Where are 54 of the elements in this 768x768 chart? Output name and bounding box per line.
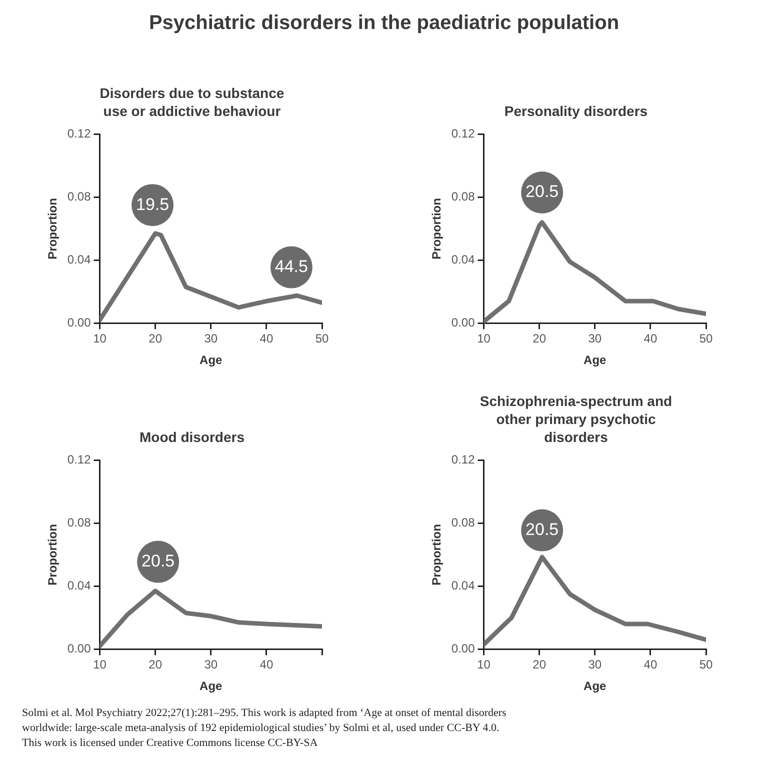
y-tick-label: 0.08	[451, 190, 476, 204]
x-axis-title: Age	[584, 353, 607, 368]
y-axis-title: Proportion	[430, 198, 444, 260]
x-tick-label: 20	[532, 332, 546, 346]
y-tick-label: 0.12	[67, 126, 92, 141]
y-axis-title: Proportion	[430, 524, 444, 586]
x-tick-label: 10	[477, 332, 491, 346]
text: Psychiatric disorders in the paediatric population	[148, 10, 620, 36]
y-axis-title: Proportion	[46, 198, 60, 260]
x-axis-title: Age	[584, 679, 607, 694]
y-tick-label: 0.12	[451, 126, 476, 141]
annotation: 19.5	[136, 194, 170, 214]
y-tick-label: 0.00	[451, 316, 476, 330]
y-tick-label: 0.08	[67, 516, 92, 530]
x-tick-label: 50	[315, 332, 329, 346]
x-axis-title: Age	[200, 679, 223, 694]
y-tick-label: 0.08	[451, 516, 476, 530]
x-tick-label: 20	[148, 332, 162, 346]
x-tick-label: 40	[644, 658, 658, 672]
y-tick-label: 0.04	[451, 578, 476, 593]
annotation: 20.5	[526, 520, 559, 539]
x-tick-label: 30	[204, 332, 218, 346]
x-tick-label: 30	[588, 332, 602, 346]
y-axis-title: Proportion	[46, 524, 60, 586]
x-tick-label: 40	[260, 332, 274, 346]
x-tick-label: 10	[477, 658, 491, 672]
x-tick-label: 20	[148, 658, 162, 672]
x-tick-label: 50	[699, 332, 713, 346]
y-tick-label: 0.04	[67, 578, 92, 593]
x-tick-label: 30	[588, 658, 602, 672]
x-tick-label: 10	[93, 658, 107, 672]
chart-title: Personality disorders	[503, 102, 649, 121]
chart-subtitle: Disorders due to substance use or addictive behaviour	[98, 84, 286, 121]
y-tick-label: 0.04	[451, 252, 476, 267]
annotation: 44.5	[274, 256, 308, 276]
chart-title: Mood disorders	[138, 428, 246, 447]
x-tick-label: 40	[644, 332, 658, 346]
y-tick-label: 0.08	[67, 190, 92, 204]
x-tick-label: 30	[204, 658, 218, 672]
y-tick-label: 0.04	[67, 252, 92, 267]
chart-title: Schizophrenia-spectrum and other primary psychotic disorders	[478, 392, 674, 447]
y-tick-label: 0.00	[67, 642, 92, 656]
x-tick-label: 50	[699, 658, 713, 672]
x-tick-label: 10	[93, 332, 107, 346]
text: Solmi et al. Mol Psychiatry 2022;27(1):281–295. This work is adapted from ‘Age at onset of mental disorders worldwide: large-scale meta-analysis of 192 epidemiological studies’ by Solmi et al, used under CC-BY 4.0. This work is licensed under Creative Commons license CC-BY-SA	[22, 706, 508, 751]
annotation: 20.5	[142, 551, 175, 570]
y-tick-label: 0.12	[451, 452, 476, 467]
annotation: 20.5	[526, 182, 559, 202]
y-tick-label: 0.00	[67, 316, 92, 330]
x-axis-title: Age	[200, 353, 223, 368]
x-tick-label: 40	[260, 658, 274, 672]
y-tick-label: 0.12	[67, 452, 92, 467]
y-tick-label: 0.00	[451, 642, 476, 656]
x-tick-label: 20	[532, 658, 546, 672]
